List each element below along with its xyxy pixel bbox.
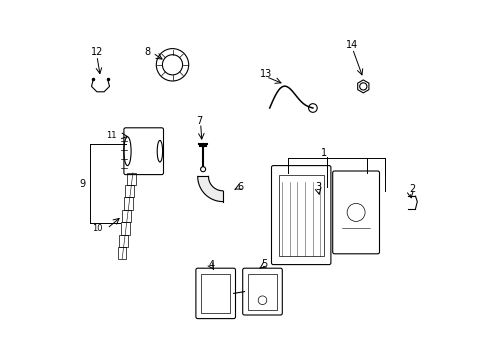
Text: 9: 9 (79, 179, 85, 189)
Text: 6: 6 (237, 182, 244, 192)
Text: 7: 7 (196, 116, 202, 126)
Text: 1: 1 (320, 148, 326, 158)
Bar (278, 175, 323, 256)
Bar (127, 173, 135, 185)
Text: 2: 2 (408, 184, 414, 194)
Text: 12: 12 (91, 47, 103, 57)
Bar (123, 198, 132, 210)
Bar (247, 274, 276, 310)
Bar (121, 222, 129, 234)
Text: 11: 11 (106, 131, 117, 140)
Text: 4: 4 (208, 260, 215, 270)
Text: 13: 13 (260, 69, 272, 79)
Polygon shape (197, 176, 223, 202)
Text: 3: 3 (315, 182, 321, 192)
Text: 5: 5 (261, 258, 267, 269)
Bar (119, 234, 128, 247)
Bar (201, 274, 230, 313)
Bar (118, 247, 126, 259)
Bar (125, 185, 134, 198)
Text: 10: 10 (92, 224, 102, 233)
Text: 8: 8 (144, 47, 150, 57)
Bar (122, 210, 131, 222)
Text: 14: 14 (346, 40, 358, 50)
